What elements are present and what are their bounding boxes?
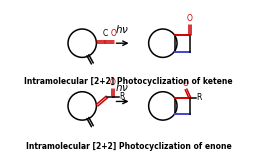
Text: O: O [110, 78, 116, 87]
Text: O: O [187, 14, 193, 23]
Text: $h\nu$: $h\nu$ [115, 23, 130, 35]
Text: O: O [182, 79, 188, 88]
Text: C: C [103, 29, 108, 38]
Text: O: O [111, 29, 116, 38]
Text: $h\nu$: $h\nu$ [115, 81, 130, 93]
Text: R: R [197, 93, 202, 102]
Text: Intramolecular [2+2] Photocyclization of ketene: Intramolecular [2+2] Photocyclization of… [24, 77, 233, 86]
Text: R: R [119, 92, 124, 101]
Text: Intramolecular [2+2] Photocyclization of enone: Intramolecular [2+2] Photocyclization of… [26, 142, 231, 151]
